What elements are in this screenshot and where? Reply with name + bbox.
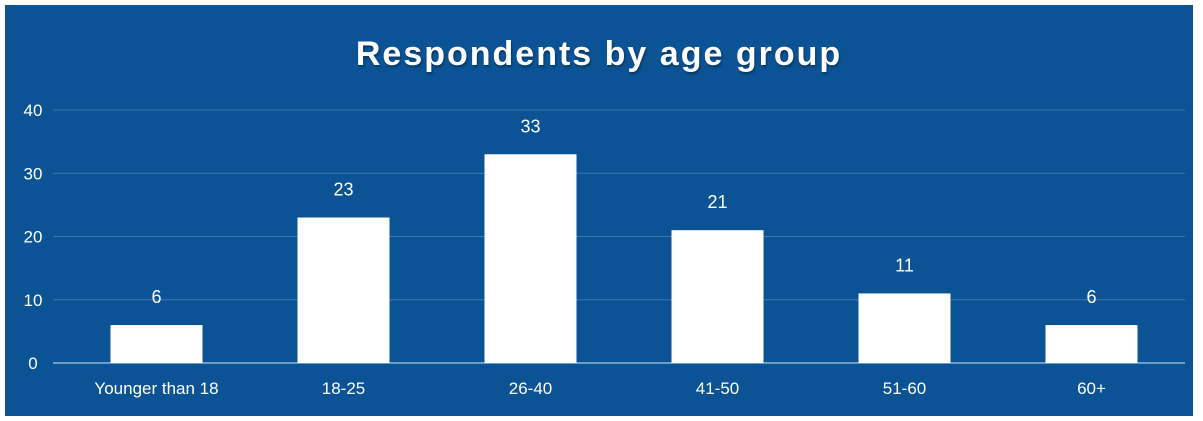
bars (110, 154, 1138, 363)
x-tick-label: 26-40 (509, 379, 552, 398)
y-tick-label: 0 (28, 354, 37, 373)
bar (297, 217, 390, 363)
x-tick-label: Younger than 18 (94, 379, 218, 398)
bar (1045, 325, 1138, 363)
data-label: 33 (520, 116, 540, 136)
bar (858, 293, 951, 363)
y-tick-label: 40 (24, 101, 43, 120)
y-axis-ticks: 0 10 20 30 40 (24, 101, 43, 373)
bar (110, 325, 203, 363)
data-label: 6 (1086, 287, 1096, 307)
gridlines (53, 109, 1185, 364)
x-axis-ticks: Younger than 18 18-25 26-40 41-50 51-60 60+ (94, 379, 1106, 398)
bar (484, 154, 577, 363)
x-tick-label: 60+ (1077, 379, 1106, 398)
data-labels: 6 23 33 21 11 6 (151, 116, 1096, 307)
chart-frame: Respondents by age group 6 23 33 21 11 6 0 10 2… (5, 5, 1193, 416)
x-tick-label: 18-25 (322, 379, 365, 398)
bar-chart: 6 23 33 21 11 6 0 10 20 30 40 Younger than 18 18-2… (24, 101, 1185, 398)
data-label: 6 (151, 287, 161, 307)
y-tick-label: 30 (24, 164, 43, 183)
bar (671, 230, 764, 363)
y-tick-label: 20 (24, 228, 43, 247)
data-label: 21 (707, 192, 727, 212)
data-label: 11 (895, 255, 914, 275)
x-tick-label: 41-50 (696, 379, 739, 398)
data-label: 23 (333, 180, 353, 200)
y-tick-label: 10 (24, 291, 43, 310)
chart-title: Respondents by age group (355, 35, 843, 73)
x-tick-label: 51-60 (883, 379, 926, 398)
